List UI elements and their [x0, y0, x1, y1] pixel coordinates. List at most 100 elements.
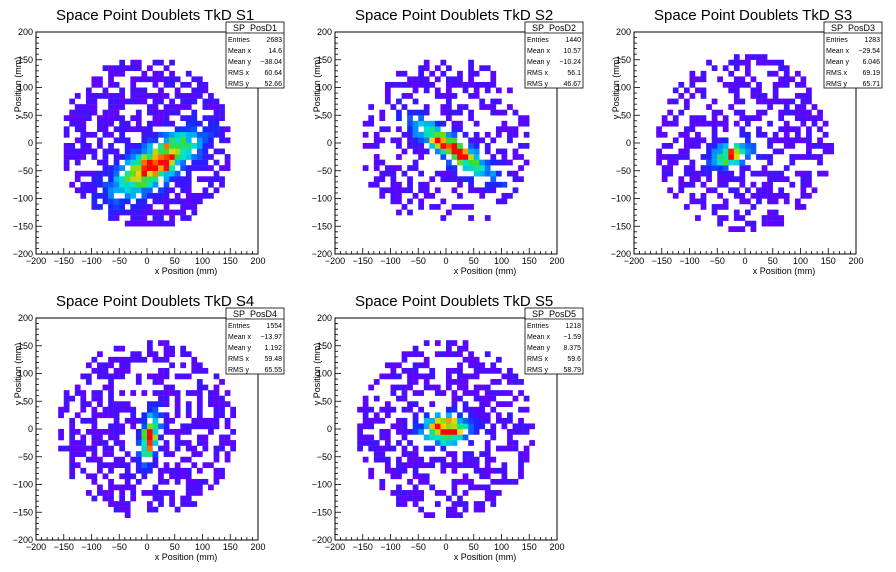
- heatmap-cell: [230, 440, 236, 446]
- heatmap-cell: [484, 467, 491, 474]
- heatmap-cell: [152, 159, 159, 166]
- heatmap-cell: [213, 109, 220, 116]
- heatmap-cell: [451, 176, 458, 183]
- heatmap-cell: [745, 137, 751, 144]
- heatmap-cell: [191, 198, 198, 205]
- heatmap-cell: [756, 109, 762, 116]
- x-tick-label: −50: [112, 542, 127, 552]
- heatmap-cell: [429, 176, 436, 183]
- heatmap-cell: [473, 467, 480, 474]
- heatmap-cell: [169, 351, 175, 358]
- heatmap-cell: [196, 159, 203, 166]
- heatmap-cell: [224, 159, 231, 166]
- heatmap-cell: [147, 506, 153, 513]
- heatmap-cell: [451, 137, 458, 144]
- heatmap-cell: [80, 170, 87, 177]
- heatmap-cell: [124, 220, 131, 227]
- heatmap-cell: [495, 148, 502, 155]
- heatmap-cell: [135, 434, 142, 441]
- heatmap-cell: [407, 209, 413, 216]
- heatmap-cell: [711, 131, 718, 138]
- heatmap-cell: [473, 506, 480, 513]
- heatmap-cell: [473, 501, 480, 507]
- heatmap-cell: [357, 445, 363, 452]
- heatmap-cell: [213, 467, 220, 474]
- heatmap-cell: [412, 148, 419, 155]
- heatmap-cell: [811, 120, 818, 127]
- heatmap-cell: [141, 490, 148, 496]
- heatmap-cell: [440, 198, 447, 205]
- heatmap-cell: [739, 76, 746, 83]
- heatmap-cell: [390, 490, 397, 496]
- heatmap-cell: [501, 478, 508, 485]
- heatmap-cell: [80, 401, 87, 407]
- heatmap-cell: [58, 434, 64, 441]
- heatmap-cell: [202, 462, 209, 469]
- heatmap-cell: [479, 159, 486, 166]
- heatmap-cell: [407, 373, 413, 380]
- heatmap-cell: [468, 70, 474, 77]
- heatmap-cell: [357, 423, 363, 430]
- heatmap-cell: [468, 76, 474, 83]
- heatmap-cell: [412, 412, 419, 419]
- heatmap-cell: [219, 165, 225, 171]
- heatmap-cell: [501, 467, 508, 474]
- heatmap-cell: [772, 87, 779, 94]
- heatmap-cell: [91, 434, 98, 441]
- chart-svg: Space Point Doublets TkD S2−200 −150 −100−…: [312, 7, 584, 276]
- heatmap-cell: [711, 143, 718, 149]
- heatmap-cell: [722, 65, 729, 72]
- heatmap-cell: [174, 137, 181, 144]
- heatmap-cell: [501, 159, 508, 166]
- heatmap-cell: [379, 417, 386, 424]
- heatmap-cell: [412, 401, 419, 407]
- heatmap-cell: [423, 192, 430, 199]
- heatmap-cell: [379, 192, 386, 199]
- heatmap-cell: [462, 423, 469, 430]
- stats-value-entries: 1554: [266, 323, 282, 330]
- heatmap-cell: [119, 181, 125, 188]
- heatmap-cell: [479, 406, 486, 413]
- heatmap-cell: [191, 417, 198, 424]
- heatmap-cell: [739, 192, 746, 199]
- heatmap-cell: [412, 495, 419, 502]
- heatmap-cell: [396, 154, 402, 160]
- heatmap-cell: [102, 429, 109, 435]
- heatmap-cell: [368, 473, 375, 480]
- heatmap-cell: [108, 384, 114, 391]
- heatmap-cell: [58, 429, 64, 435]
- y-axis-label: y Position (mm): [611, 57, 621, 120]
- heatmap-cell: [180, 215, 187, 221]
- heatmap-cell: [152, 379, 159, 385]
- heatmap-cell: [473, 143, 480, 149]
- heatmap-cell: [407, 76, 413, 83]
- heatmap-cell: [495, 87, 502, 94]
- heatmap-cell: [63, 154, 70, 160]
- chart-svg: Space Point Doublets TkD S4−200 −150 −100−…: [13, 293, 285, 562]
- heatmap-cell: [113, 104, 120, 110]
- heatmap-cell: [451, 379, 458, 385]
- x-tick-label: 0: [144, 542, 149, 552]
- chart-title: Space Point Doublets TkD S2: [355, 7, 553, 24]
- heatmap-cell: [484, 159, 491, 166]
- heatmap-cell: [429, 143, 436, 149]
- heatmap-cell: [379, 137, 386, 144]
- heatmap-cell: [396, 495, 402, 502]
- heatmap-cell: [85, 98, 92, 105]
- heatmap-cell: [418, 187, 424, 194]
- heatmap-cell: [695, 115, 701, 121]
- heatmap-cell: [661, 131, 668, 138]
- heatmap-cell: [484, 440, 491, 446]
- heatmap-cell: [418, 456, 424, 463]
- stats-value-mean-y: −38.04: [260, 59, 282, 66]
- heatmap-cell: [224, 390, 231, 396]
- y-tick-label: 100: [18, 83, 33, 93]
- heatmap-cell: [163, 390, 170, 396]
- heatmap-cell: [717, 159, 723, 166]
- heatmap-cell: [434, 87, 441, 94]
- heatmap-cell: [174, 440, 181, 446]
- heatmap-cell: [401, 434, 408, 441]
- heatmap-cell: [208, 120, 214, 127]
- heatmap-cell: [739, 148, 746, 155]
- heatmap-cell: [711, 165, 718, 171]
